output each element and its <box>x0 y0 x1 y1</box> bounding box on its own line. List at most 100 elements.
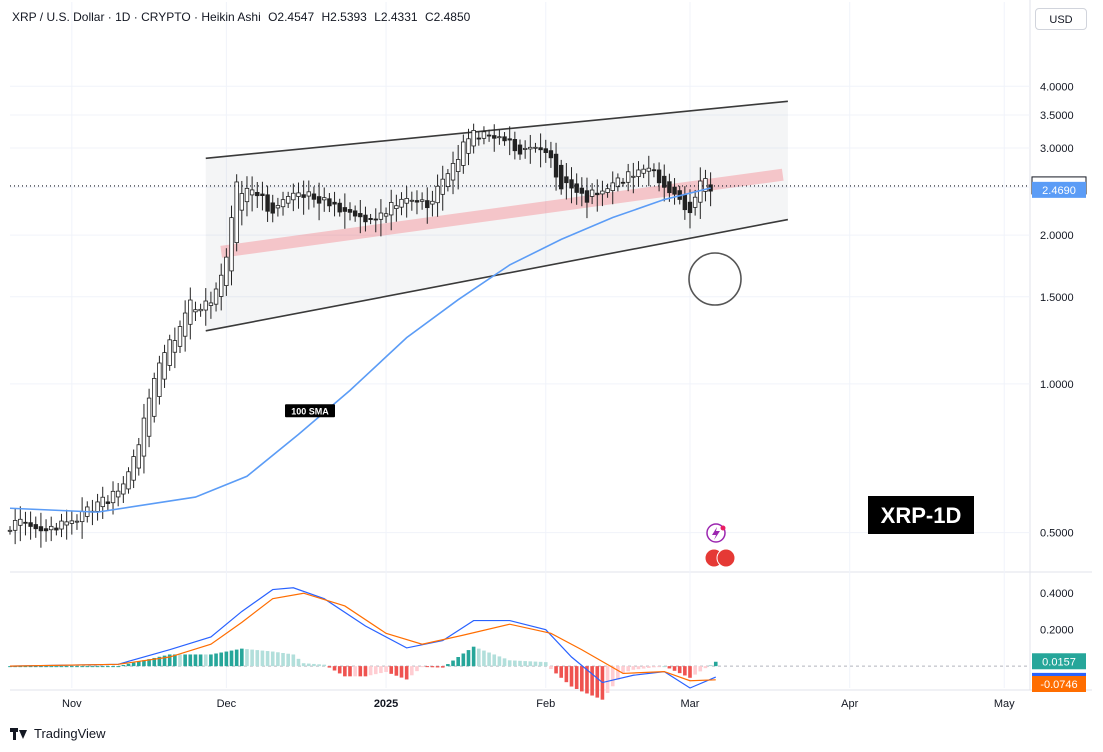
macd-histogram-bar <box>389 666 394 674</box>
macd-histogram-bar <box>90 666 95 668</box>
macd-histogram-bar <box>188 654 193 667</box>
heikin-ashi-candle <box>316 196 322 204</box>
heikin-ashi-candle <box>275 205 281 209</box>
heikin-ashi-candle <box>327 198 332 207</box>
macd-histogram-bar <box>399 666 404 678</box>
macd-histogram-bar <box>59 666 64 668</box>
macd-histogram-bar <box>136 661 141 667</box>
heikin-ashi-candle <box>502 136 507 142</box>
heikin-ashi-candle <box>548 150 554 159</box>
x-tick-label: Nov <box>62 698 82 710</box>
heikin-ashi-candle <box>589 189 595 197</box>
macd-histogram-bar <box>621 666 625 673</box>
macd-histogram-bar <box>286 653 290 667</box>
heikin-ashi-candle <box>28 522 33 527</box>
watermark-bg <box>868 496 974 534</box>
macd-histogram-bar <box>167 654 172 667</box>
heikin-ashi-candle <box>517 144 523 155</box>
y-tick-label: 2.0000 <box>1040 230 1074 242</box>
heikin-ashi-candle <box>703 178 708 192</box>
macd-histogram-bar <box>698 666 703 672</box>
macd-signal-line <box>9 592 716 682</box>
heikin-ashi-candle <box>152 378 157 417</box>
currency-selector[interactable]: USD <box>1035 8 1087 30</box>
heikin-ashi-candle <box>33 524 38 530</box>
macd-histogram-bar <box>301 663 306 667</box>
heikin-ashi-candle <box>368 218 373 220</box>
heikin-ashi-candle <box>486 134 492 137</box>
macd-histogram-bar <box>85 666 90 668</box>
heikin-ashi-candle <box>610 182 615 191</box>
heikin-ashi-candle <box>265 194 270 212</box>
macd-histogram-bar <box>440 666 445 668</box>
heikin-ashi-candle <box>363 214 368 223</box>
macd-histogram-bar <box>425 666 430 668</box>
macd-histogram-bar <box>317 664 321 667</box>
macd-histogram-bar <box>70 666 74 668</box>
macd-histogram-bar <box>574 666 579 689</box>
tradingview-logo-icon <box>10 727 28 740</box>
heikin-ashi-candle <box>667 181 672 194</box>
macd-histogram-bar <box>513 660 517 667</box>
macd-histogram-bar <box>322 664 327 667</box>
macd-histogram-bar <box>39 666 43 668</box>
heikin-ashi-candle <box>378 212 384 220</box>
macd-histogram-bar <box>95 666 100 668</box>
heikin-ashi-candle <box>682 194 688 211</box>
heikin-ashi-candle <box>105 501 111 504</box>
y-tick-label: 1.0000 <box>1040 379 1074 391</box>
macd-histogram-bar <box>595 666 600 698</box>
macd-histogram-bar <box>482 650 486 667</box>
heikin-ashi-candle <box>579 187 585 194</box>
macd-tick-label: 0.4000 <box>1040 588 1074 600</box>
heikin-ashi-candle <box>126 471 131 490</box>
macd-histogram-bar <box>106 666 110 668</box>
heikin-ashi-candle <box>404 198 409 204</box>
heikin-ashi-candle <box>471 130 476 147</box>
macd-histogram-bar <box>451 660 455 667</box>
macd-histogram-bar <box>358 666 363 677</box>
footer-branding[interactable]: TradingView <box>10 726 106 741</box>
macd-histogram-bar <box>487 652 491 667</box>
macd-histogram-bar <box>471 646 476 667</box>
macd-histogram-bar <box>337 666 342 674</box>
macd-signal-value-bg <box>1032 676 1086 692</box>
macd-histogram-bar <box>343 666 347 677</box>
support-band <box>220 168 784 258</box>
heikin-ashi-candle <box>18 518 23 526</box>
macd-histogram-bar <box>363 666 368 677</box>
us-flag-event-icon-2 <box>716 548 736 568</box>
heikin-ashi-candle <box>64 521 69 526</box>
macd-histogram-bar <box>75 666 79 668</box>
macd-signal-value: -0.0746 <box>1040 679 1077 691</box>
heikin-ashi-candle <box>198 308 203 312</box>
heikin-ashi-candle <box>528 146 533 150</box>
macd-histogram-bar <box>523 661 527 667</box>
macd-histogram-bar <box>585 666 589 694</box>
close-value: C2.4850 <box>424 10 471 24</box>
heikin-ashi-candle <box>100 496 105 508</box>
heikin-ashi-candle <box>662 175 667 188</box>
heikin-ashi-candle <box>533 146 538 149</box>
channel-lower-line <box>205 218 789 332</box>
heikin-ashi-candle <box>260 193 265 197</box>
macd-histogram-bar <box>193 654 198 667</box>
heikin-ashi-candle <box>74 520 80 523</box>
macd-histogram-bar <box>332 666 337 671</box>
macd-histogram-bar <box>580 666 584 692</box>
macd-histogram-bar <box>605 666 610 693</box>
macd-histogram-bar <box>255 650 260 667</box>
macd-histogram-bar <box>672 666 677 671</box>
macd-histogram-bar <box>18 666 23 668</box>
heikin-ashi-candle <box>136 444 141 469</box>
macd-histogram-bar <box>240 648 244 667</box>
macd-histogram-bar <box>265 651 270 667</box>
macd-histogram-bar <box>54 666 59 668</box>
heikin-ashi-candle <box>414 200 420 203</box>
event-dot-icon <box>720 525 726 531</box>
macd-histogram-bar <box>183 654 187 667</box>
macd-histogram-bar <box>420 666 424 668</box>
heikin-ashi-candle <box>12 520 18 531</box>
